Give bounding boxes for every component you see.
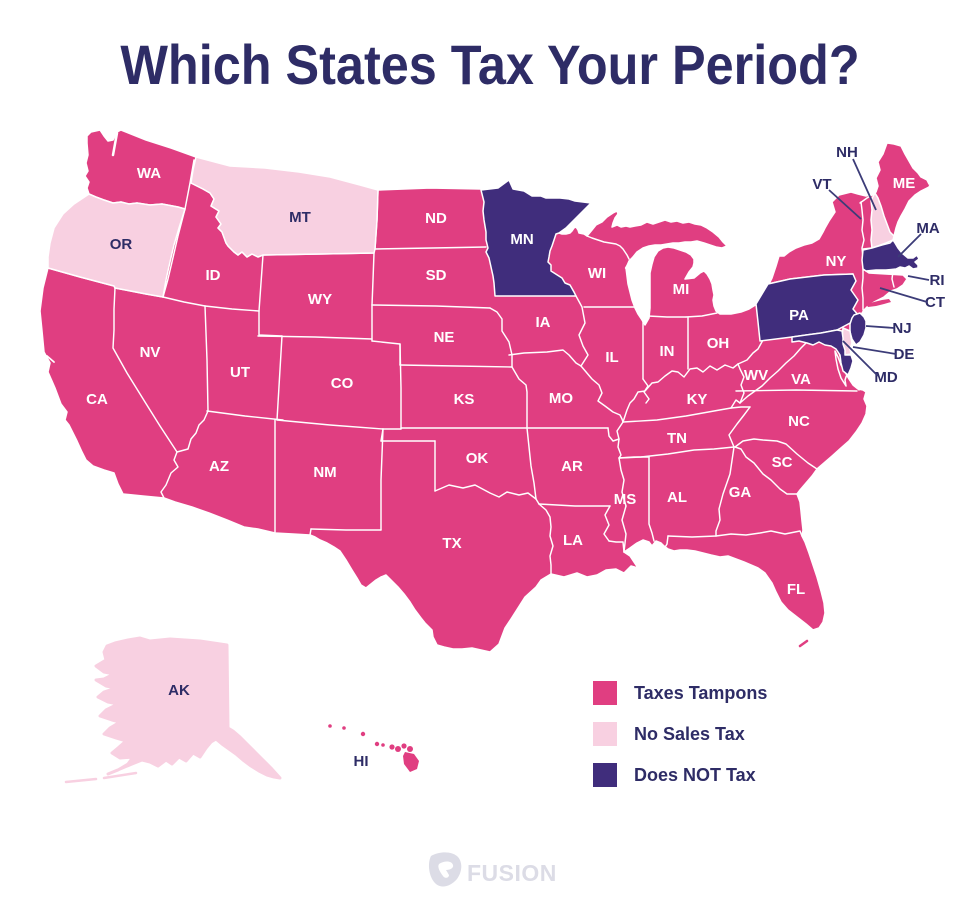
svg-text:WV: WV xyxy=(744,367,768,384)
svg-text:AR: AR xyxy=(561,458,583,475)
svg-text:ND: ND xyxy=(425,210,447,227)
svg-text:TX: TX xyxy=(442,535,461,552)
svg-text:MI: MI xyxy=(673,281,690,298)
svg-text:IA: IA xyxy=(536,314,551,331)
svg-text:NM: NM xyxy=(313,464,336,481)
svg-text:AZ: AZ xyxy=(209,458,229,475)
svg-text:OH: OH xyxy=(707,335,730,352)
svg-text:ID: ID xyxy=(206,267,221,284)
svg-text:MT: MT xyxy=(289,209,311,226)
svg-text:WY: WY xyxy=(308,291,332,308)
svg-text:KY: KY xyxy=(687,391,708,408)
svg-text:UT: UT xyxy=(230,364,250,381)
svg-text:MS: MS xyxy=(614,491,637,508)
svg-text:Does NOT Tax: Does NOT Tax xyxy=(634,765,756,785)
svg-text:OR: OR xyxy=(110,236,133,253)
svg-text:TN: TN xyxy=(667,430,687,447)
svg-text:LA: LA xyxy=(563,532,583,549)
svg-text:HI: HI xyxy=(354,753,369,770)
svg-text:RI: RI xyxy=(930,272,945,289)
svg-text:NH: NH xyxy=(836,144,858,161)
svg-text:ME: ME xyxy=(893,175,916,192)
svg-text:CO: CO xyxy=(331,375,354,392)
svg-text:MN: MN xyxy=(510,231,533,248)
svg-text:FUSION: FUSION xyxy=(467,860,557,886)
svg-text:IL: IL xyxy=(605,349,618,366)
svg-text:Which States Tax Your Period?: Which States Tax Your Period? xyxy=(120,35,859,97)
svg-text:WI: WI xyxy=(588,265,606,282)
svg-text:SC: SC xyxy=(772,454,793,471)
svg-text:NY: NY xyxy=(826,253,847,270)
svg-text:GA: GA xyxy=(729,484,752,501)
svg-text:CT: CT xyxy=(925,294,945,311)
svg-text:MA: MA xyxy=(916,220,939,237)
svg-text:SD: SD xyxy=(426,267,447,284)
svg-text:No Sales Tax: No Sales Tax xyxy=(634,724,745,744)
svg-text:FL: FL xyxy=(787,581,805,598)
svg-text:NV: NV xyxy=(140,344,161,361)
svg-text:OK: OK xyxy=(466,450,489,467)
svg-text:Taxes Tampons: Taxes Tampons xyxy=(634,683,767,703)
svg-text:MD: MD xyxy=(874,369,897,386)
svg-text:MO: MO xyxy=(549,390,573,407)
svg-text:AK: AK xyxy=(168,682,190,699)
svg-text:VA: VA xyxy=(791,371,811,388)
svg-text:DE: DE xyxy=(894,346,915,363)
svg-text:NJ: NJ xyxy=(892,320,911,337)
svg-text:WA: WA xyxy=(137,165,161,182)
svg-text:AL: AL xyxy=(667,489,687,506)
svg-text:IN: IN xyxy=(660,343,675,360)
svg-text:NC: NC xyxy=(788,413,810,430)
svg-text:CA: CA xyxy=(86,391,108,408)
svg-text:PA: PA xyxy=(789,307,809,324)
svg-text:NE: NE xyxy=(434,329,455,346)
svg-text:VT: VT xyxy=(812,176,831,193)
svg-text:KS: KS xyxy=(454,391,475,408)
